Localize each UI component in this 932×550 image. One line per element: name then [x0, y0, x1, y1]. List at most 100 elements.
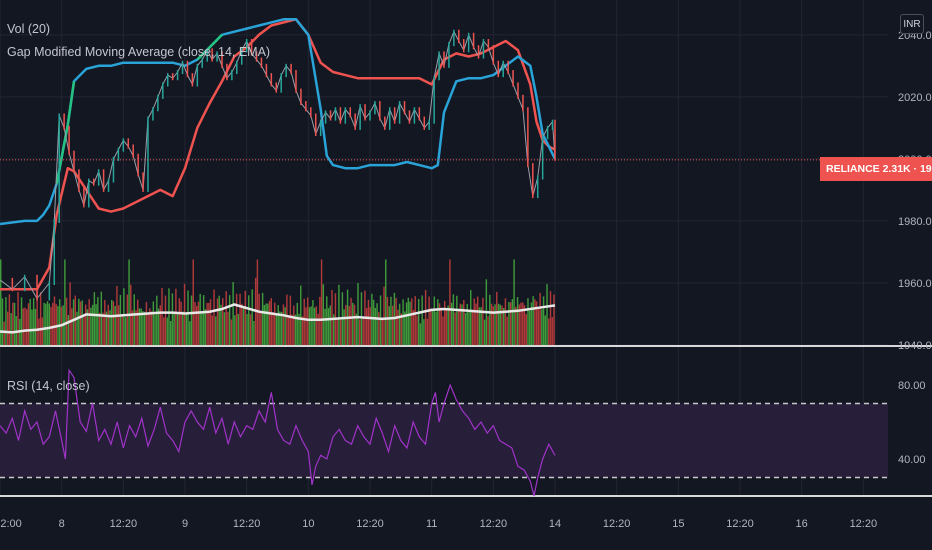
volume-bar [530, 302, 533, 345]
volume-bar [496, 291, 498, 345]
volume-bar [350, 297, 352, 345]
volume-bar [515, 306, 517, 345]
volume-bar [239, 293, 241, 345]
time-axis-tick: 9 [182, 518, 188, 530]
volume-bar [343, 309, 345, 345]
volume-bar [414, 296, 416, 345]
volume-bar [270, 298, 272, 345]
volume-bar [522, 302, 524, 345]
volume-bar [83, 313, 85, 345]
price-axis-tick: 1980.00 [898, 216, 932, 228]
time-axis-tick: 12:20 [850, 518, 878, 530]
volume-bar [369, 307, 371, 345]
volume-bar [404, 311, 406, 345]
volume-bar [90, 307, 92, 345]
volume-bar [100, 291, 103, 345]
volume-bar [182, 311, 184, 345]
volume-bar [230, 319, 233, 345]
volume-bar [306, 297, 309, 345]
volume-bar [407, 297, 410, 345]
time-axis-tick: 12:20 [233, 518, 261, 530]
time-axis-tick: 8 [59, 518, 65, 530]
volume-bar [91, 304, 94, 345]
volume-bar [189, 321, 191, 345]
volume-bar [390, 296, 392, 345]
gmma-indicator-label[interactable]: Gap Modified Moving Average (close, 14, … [7, 45, 271, 59]
volume-bar [447, 305, 449, 345]
volume-bar [416, 315, 418, 345]
volume-bar [553, 294, 555, 345]
volume-bar [475, 303, 477, 345]
volume-bar [268, 300, 271, 345]
volume-bar [133, 294, 135, 345]
volume-bar [482, 297, 484, 345]
volume-bar [131, 310, 134, 345]
volume-bar [97, 297, 99, 345]
volume-bar [367, 299, 370, 345]
volume-bar [450, 302, 453, 345]
volume-bar [223, 312, 226, 345]
volume-bar [525, 313, 527, 345]
volume-bar [424, 289, 427, 345]
volume-bar [502, 307, 505, 345]
volume-bar [359, 319, 361, 345]
volume-bar [41, 317, 44, 345]
volume-bar [395, 298, 397, 345]
volume-bar [483, 319, 486, 345]
volume-bar [345, 304, 347, 345]
series-lower-gap [55, 81, 76, 184]
volume-bar [163, 317, 165, 345]
volume-bar [265, 303, 267, 345]
volume-bar [235, 293, 238, 345]
volume-bar [128, 259, 130, 345]
volume-bar [466, 303, 468, 345]
volume-bar [303, 298, 305, 345]
volume-bar [215, 316, 217, 345]
volume-bar [326, 296, 328, 345]
volume-bar [421, 295, 423, 345]
volume-bar [308, 307, 311, 345]
volume-bar [539, 292, 541, 345]
volume-bar [541, 309, 543, 345]
volume-bar [209, 299, 212, 345]
volume-bar [124, 317, 127, 345]
volume-bar [518, 304, 521, 345]
rsi-indicator-label[interactable]: RSI (14, close) [7, 379, 90, 393]
volume-bar [298, 313, 300, 345]
volume-bar [352, 302, 354, 345]
time-axis-tick: 12:00 [0, 518, 22, 530]
volume-bar [312, 300, 314, 345]
volume-bar [456, 295, 458, 345]
time-axis-tick: 15 [672, 518, 684, 530]
volume-bar [253, 320, 255, 345]
volume-bar [78, 298, 80, 345]
volume-bar [3, 321, 5, 345]
volume-bar [310, 306, 312, 345]
volume-bar [138, 308, 141, 345]
volume-bar [107, 304, 109, 345]
volume-bar [143, 311, 146, 345]
time-axis-tick: 12:20 [356, 518, 384, 530]
volume-bar [185, 314, 188, 345]
volume-bar [291, 314, 293, 345]
volume-bar [22, 308, 24, 345]
volume-bar [527, 298, 529, 345]
volume-bar [232, 282, 234, 345]
volume-bar [383, 286, 385, 345]
volume-bar [249, 314, 252, 345]
volume-bar [53, 296, 56, 345]
volume-bar [322, 284, 325, 345]
volume-bar [461, 304, 463, 345]
volume-bar [437, 299, 439, 345]
volume-indicator-label[interactable]: Vol (20) [7, 22, 51, 36]
currency-button[interactable]: INR [900, 14, 924, 34]
volume-bar [20, 297, 23, 345]
volume-bar [452, 294, 455, 345]
volume-bar [412, 309, 415, 345]
price-series [0, 18, 888, 301]
volume-bar [419, 323, 422, 345]
volume-bar [301, 316, 304, 345]
volume-bar [180, 301, 182, 345]
volume-bar [169, 320, 172, 345]
